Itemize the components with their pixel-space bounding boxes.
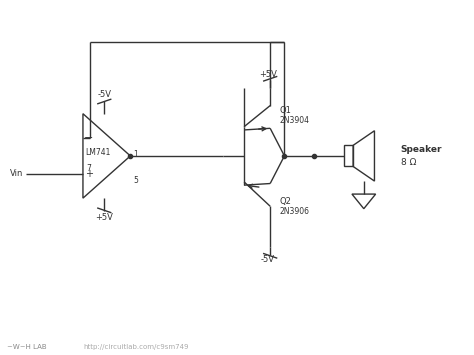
Text: Q2: Q2 xyxy=(280,197,292,206)
Text: Vin: Vin xyxy=(10,169,24,178)
Text: 2N3906: 2N3906 xyxy=(280,207,310,215)
Text: +5V: +5V xyxy=(95,213,113,222)
Text: -5V: -5V xyxy=(97,90,111,99)
Text: 8 Ω: 8 Ω xyxy=(401,158,416,167)
Text: 7: 7 xyxy=(87,164,91,173)
Text: -5V: -5V xyxy=(261,255,275,264)
Text: Speaker: Speaker xyxy=(401,145,442,154)
Text: virashree / Voltage follower with push pull amplifier: virashree / Voltage follower with push p… xyxy=(83,329,282,338)
Text: CIRCUIT: CIRCUIT xyxy=(7,329,48,339)
Text: ~W~H LAB: ~W~H LAB xyxy=(7,344,47,350)
Text: http://circuitlab.com/c9sm749: http://circuitlab.com/c9sm749 xyxy=(83,344,189,350)
Text: 2N3904: 2N3904 xyxy=(280,116,310,125)
Text: Q1: Q1 xyxy=(280,106,292,115)
Text: +: + xyxy=(85,169,92,179)
Text: 5: 5 xyxy=(134,176,138,185)
Bar xyxy=(344,145,353,166)
Text: 1: 1 xyxy=(134,150,138,159)
Text: +5V: +5V xyxy=(259,70,277,79)
Text: −: − xyxy=(84,133,93,143)
Text: LM741: LM741 xyxy=(85,148,111,157)
